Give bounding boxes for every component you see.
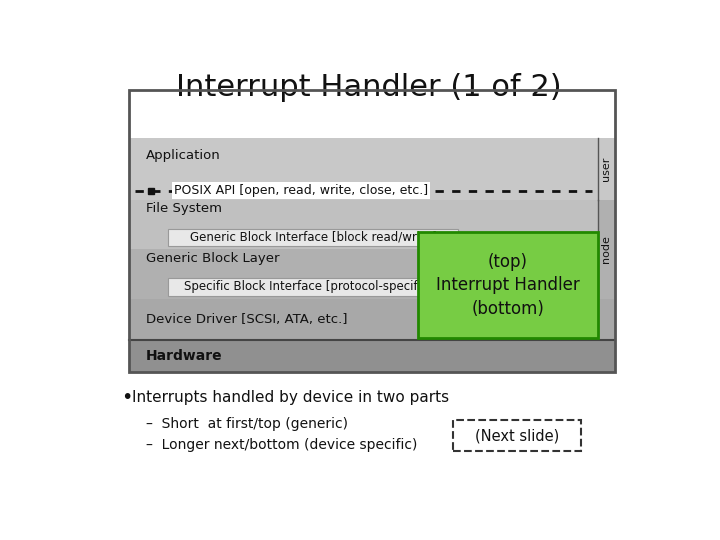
Text: (Next slide): (Next slide): [474, 428, 559, 443]
Bar: [168, 278, 459, 295]
Text: •: •: [121, 388, 132, 407]
Text: Application: Application: [146, 149, 221, 162]
Bar: [453, 420, 581, 451]
Text: (top)
Interrupt Handler
(bottom): (top) Interrupt Handler (bottom): [436, 253, 580, 318]
Text: File System: File System: [146, 202, 222, 215]
Text: –  Short  at first/top (generic): – Short at first/top (generic): [145, 417, 348, 431]
Text: Device Driver [SCSI, ATA, etc.]: Device Driver [SCSI, ATA, etc.]: [146, 313, 348, 326]
Text: Generic Block Interface [block read/write]: Generic Block Interface [block read/writ…: [189, 231, 436, 244]
Text: node: node: [601, 235, 611, 264]
Bar: [129, 138, 615, 181]
Text: –  Longer next/bottom (device specific): – Longer next/bottom (device specific): [145, 438, 417, 453]
Bar: [185, 185, 418, 197]
Bar: [129, 340, 615, 373]
Bar: [418, 232, 598, 338]
Bar: [129, 200, 615, 249]
Bar: [129, 90, 615, 373]
Text: Interrupt Handler (1 of 2): Interrupt Handler (1 of 2): [176, 73, 562, 102]
Text: Interrupts handled by device in two parts: Interrupts handled by device in two part…: [132, 390, 449, 405]
Text: Generic Block Layer: Generic Block Layer: [146, 252, 279, 265]
Text: Hardware: Hardware: [146, 349, 222, 363]
Bar: [598, 138, 615, 200]
Text: POSIX API [open, read, write, close, etc.]: POSIX API [open, read, write, close, etc…: [174, 184, 428, 197]
Bar: [129, 249, 615, 299]
Bar: [129, 181, 615, 200]
Bar: [598, 200, 615, 299]
Text: user: user: [601, 157, 611, 181]
Bar: [168, 229, 459, 246]
Bar: [129, 299, 615, 340]
Text: Specific Block Interface [protocol-specific ...: Specific Block Interface [protocol-speci…: [184, 280, 442, 293]
